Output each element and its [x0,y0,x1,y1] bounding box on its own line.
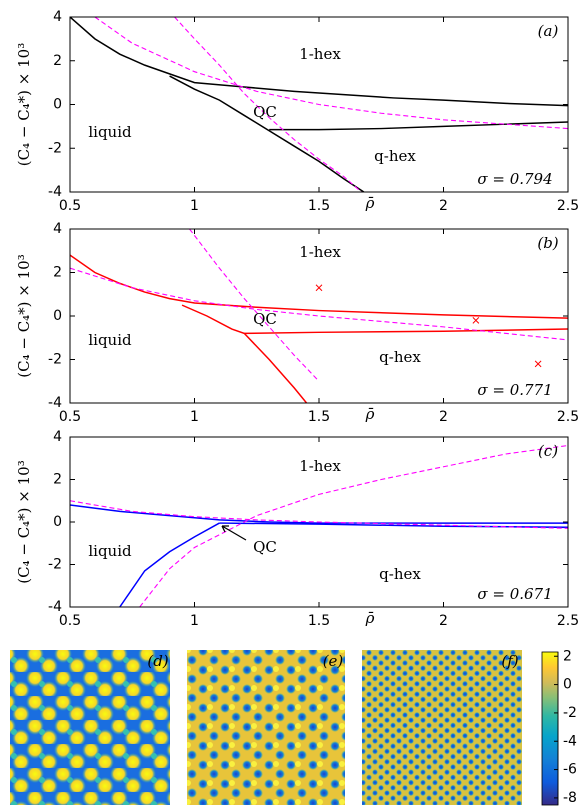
sigma-label: σ = 0.771 [477,381,552,399]
panel-label: (b) [537,234,558,252]
marker [315,284,323,292]
curve [70,17,568,107]
region-label: 1-hex [299,45,341,63]
x-tick-label: 0.5 [59,613,81,629]
colorbar-tick-label: -2 [563,705,577,721]
colorbar-tick-label: 0 [563,677,572,693]
curve [174,17,362,192]
region-label: liquid [88,542,132,560]
colorbar-tick-label: -6 [563,762,577,778]
region-label: QC [253,310,277,328]
y-tick-label: 4 [53,9,62,25]
region-label: QC [253,103,277,121]
panel-label: (c) [538,442,558,460]
x-axis-label: ρ̄ [365,194,375,212]
image-label: (d) [147,652,168,670]
colorbar-tick-label: -8 [563,790,577,806]
image-label: (f) [501,652,518,670]
y-tick-label: 0 [53,308,62,324]
curve [219,522,568,529]
y-tick-label: 2 [53,472,62,488]
y-tick-label: 4 [53,429,62,445]
x-tick-label: 0.5 [59,198,81,214]
sigma-label: σ = 0.671 [477,585,552,603]
y-axis-label: (C₄ − C₄*) × 10³ [15,460,33,584]
curve [269,121,568,131]
curve [70,504,568,524]
image-d [10,650,170,805]
region-label: q-hex [374,147,416,165]
region-label: liquid [88,331,132,349]
x-tick-label: 0.5 [59,409,81,425]
x-tick-label: 2.5 [557,198,579,214]
region-label: 1-hex [299,457,341,475]
curve [139,444,568,607]
curve [70,267,568,341]
y-tick-label: -2 [48,140,62,156]
y-axis-label: (C₄ − C₄*) × 10³ [15,254,33,378]
x-tick-label: 1 [190,409,199,425]
x-axis-label: ρ̄ [365,405,375,423]
region-label: liquid [88,123,132,141]
y-axis-label: (C₄ − C₄*) × 10³ [15,43,33,167]
arrow [221,525,247,541]
x-tick-label: 1.5 [308,613,330,629]
x-tick-label: 1 [190,198,199,214]
curve [189,229,320,382]
marker [472,316,480,324]
sigma-label: σ = 0.794 [477,170,552,188]
region-label: QC [253,538,277,556]
region-label: 1-hex [299,243,341,261]
x-tick-label: 2 [439,198,448,214]
x-tick-label: 1.5 [308,198,330,214]
x-tick-label: 2.5 [557,613,579,629]
curve [119,522,220,607]
curve [244,328,568,335]
region-label: q-hex [379,348,421,366]
y-tick-label: -2 [48,352,62,368]
x-tick-label: 1.5 [308,409,330,425]
y-tick-label: -2 [48,557,62,573]
y-tick-label: 0 [53,97,62,113]
colorbar [541,651,559,806]
y-tick-label: 4 [53,221,62,237]
marker [534,360,542,368]
colorbar-tick-label: 2 [563,648,572,664]
x-tick-label: 2 [439,409,448,425]
curve [70,500,568,529]
y-tick-label: -4 [48,184,62,200]
curve [169,75,365,192]
image-e [187,650,345,805]
x-axis-label: ρ̄ [365,609,375,627]
image-f [362,650,522,805]
y-tick-label: -4 [48,599,62,615]
x-tick-label: 2 [439,613,448,629]
curve [94,17,568,130]
y-tick-label: -4 [48,395,62,411]
y-tick-label: 2 [53,53,62,69]
panel-label: (a) [538,22,559,40]
colorbar-tick-label: -4 [563,733,577,749]
x-tick-label: 1 [190,613,199,629]
image-label: (e) [323,652,344,670]
y-tick-label: 2 [53,265,62,281]
curve [70,254,568,319]
x-tick-label: 2.5 [557,409,579,425]
region-label: q-hex [379,565,421,583]
y-tick-label: 0 [53,514,62,530]
curve [181,304,308,403]
